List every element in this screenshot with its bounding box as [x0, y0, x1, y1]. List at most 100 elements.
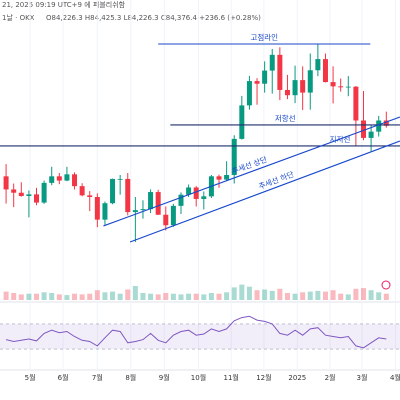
candle-body — [155, 192, 161, 215]
volume-bar — [345, 294, 351, 300]
x-tick-label: 11월 — [223, 373, 238, 382]
candle-body — [353, 86, 359, 121]
x-tick-label: 10월 — [191, 373, 206, 382]
volume-bar — [269, 290, 275, 300]
x-tick-label: 2025 — [288, 374, 306, 382]
candle-body — [368, 131, 374, 138]
candle-body — [315, 59, 321, 71]
volume-bar — [254, 290, 260, 300]
candle-body — [360, 120, 366, 138]
volume-bar — [170, 293, 176, 300]
volume-bar — [56, 294, 62, 300]
candle-body — [307, 70, 313, 93]
candle-body — [201, 196, 207, 199]
candle-body — [216, 176, 222, 180]
header-line2: 1날 · OKX — [2, 13, 35, 22]
candle-body — [11, 189, 17, 193]
volume-bar — [315, 290, 321, 300]
candle-body — [322, 59, 328, 83]
candle-body — [383, 120, 389, 126]
volume-bar — [368, 290, 374, 300]
candle-body — [18, 192, 24, 197]
volume-bar — [186, 293, 192, 300]
candle-body — [269, 54, 275, 71]
volume-bar — [292, 293, 298, 300]
volume-bar — [125, 289, 131, 300]
candle-body — [94, 196, 100, 220]
volume-bar — [49, 293, 55, 300]
trend-line — [103, 116, 400, 227]
volume-bar — [284, 293, 290, 300]
volume-bar — [155, 294, 161, 300]
volume-bar — [117, 293, 123, 300]
candle-body — [34, 194, 40, 203]
volume-bar — [338, 293, 344, 300]
volume-bar — [300, 292, 306, 300]
candle-body — [87, 195, 93, 197]
volume-bar — [193, 293, 199, 300]
candle-body — [224, 174, 230, 180]
candle-body — [345, 86, 351, 88]
volume-bar — [140, 293, 146, 300]
line-label: 저항선 — [275, 114, 296, 123]
candle-body — [239, 105, 245, 139]
volume-bar — [262, 289, 268, 300]
ohlc-text: O84,226.3 H84,425.3 L84,226.3 C84,376.4 … — [46, 14, 261, 22]
volume-bar — [148, 293, 154, 300]
line-label: 고점라인 — [250, 32, 278, 42]
header-line1: 21, 2025 09:19 UTC+9 에 퍼블리쉬함 — [2, 0, 126, 9]
rsi-line — [5, 315, 387, 349]
rsi-band — [0, 323, 400, 350]
candle-body — [79, 186, 85, 196]
volume-bar — [239, 284, 245, 300]
volume-bar — [11, 293, 17, 300]
x-tick-label: 6월 — [58, 373, 69, 382]
x-tick-label: 2월 — [325, 373, 336, 382]
x-tick-label: 4월 — [390, 373, 400, 382]
volume-bar — [231, 287, 237, 300]
x-tick-label: 7월 — [92, 373, 103, 382]
volume-bar — [376, 292, 382, 300]
candle-body — [254, 81, 260, 84]
volume-bar — [94, 290, 100, 300]
volume-bar — [201, 294, 207, 300]
candle-body — [231, 138, 237, 175]
candle-body — [338, 86, 344, 88]
candle-body — [26, 194, 32, 197]
volume-bar — [102, 292, 108, 300]
candle-body — [262, 70, 268, 84]
candle-body — [110, 178, 116, 204]
volume-bar — [34, 293, 40, 300]
candle-body — [193, 187, 199, 199]
volume-bar — [79, 294, 85, 300]
candle-body — [41, 182, 47, 203]
candle-body — [300, 80, 306, 93]
volume-bar — [216, 293, 222, 300]
volume-bar — [132, 286, 138, 300]
candle-body — [117, 178, 123, 180]
candle-body — [3, 176, 9, 190]
volume-bar — [322, 291, 328, 300]
candle-body — [170, 205, 176, 226]
volume-bar — [26, 293, 32, 300]
volume-bar — [224, 292, 230, 300]
candle-body — [72, 174, 78, 187]
candle-body — [140, 209, 146, 211]
candle-body — [292, 80, 298, 96]
volume-bar — [18, 294, 24, 300]
candle-body — [163, 214, 169, 226]
candle-body — [102, 203, 108, 220]
volume-bar — [208, 293, 214, 300]
candle-body — [178, 194, 184, 206]
candle-body — [284, 89, 290, 96]
volume-bar — [64, 295, 70, 300]
candle-body — [148, 192, 154, 210]
candle-body — [64, 174, 70, 181]
volume-bar — [110, 291, 116, 300]
candle-body — [186, 187, 192, 195]
volume-bar — [87, 293, 93, 300]
volume-bar — [3, 291, 9, 300]
volume-bar — [360, 288, 366, 300]
candle-body — [246, 81, 252, 106]
candle-body — [132, 210, 138, 213]
